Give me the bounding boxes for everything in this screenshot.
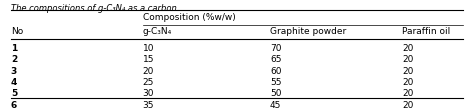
- Text: g-C₃N₄: g-C₃N₄: [143, 27, 172, 36]
- Text: 20: 20: [402, 89, 413, 98]
- Text: 20: 20: [402, 55, 413, 64]
- Text: Graphite powder: Graphite powder: [270, 27, 346, 36]
- Text: 65: 65: [270, 55, 282, 64]
- Text: 6: 6: [11, 101, 17, 110]
- Text: 45: 45: [270, 101, 282, 110]
- Text: 55: 55: [270, 78, 282, 87]
- Text: 25: 25: [143, 78, 154, 87]
- Text: 3: 3: [11, 67, 17, 76]
- Text: Paraffin oil: Paraffin oil: [402, 27, 450, 36]
- Text: Composition (%w/w): Composition (%w/w): [143, 13, 236, 22]
- Text: 5: 5: [11, 89, 17, 98]
- Text: 20: 20: [143, 67, 154, 76]
- Text: 20: 20: [402, 67, 413, 76]
- Text: 1: 1: [11, 44, 17, 53]
- Text: The compositions of g-C₃N₄ as a carbon: The compositions of g-C₃N₄ as a carbon: [11, 4, 176, 13]
- Text: 20: 20: [402, 78, 413, 87]
- Text: 4: 4: [11, 78, 17, 87]
- Text: No: No: [11, 27, 23, 36]
- Text: 70: 70: [270, 44, 282, 53]
- Text: 15: 15: [143, 55, 154, 64]
- Text: 35: 35: [143, 101, 154, 110]
- Text: 50: 50: [270, 89, 282, 98]
- Text: 20: 20: [402, 101, 413, 110]
- Text: 20: 20: [402, 44, 413, 53]
- Text: 10: 10: [143, 44, 154, 53]
- Text: 2: 2: [11, 55, 17, 64]
- Text: 60: 60: [270, 67, 282, 76]
- Text: 30: 30: [143, 89, 154, 98]
